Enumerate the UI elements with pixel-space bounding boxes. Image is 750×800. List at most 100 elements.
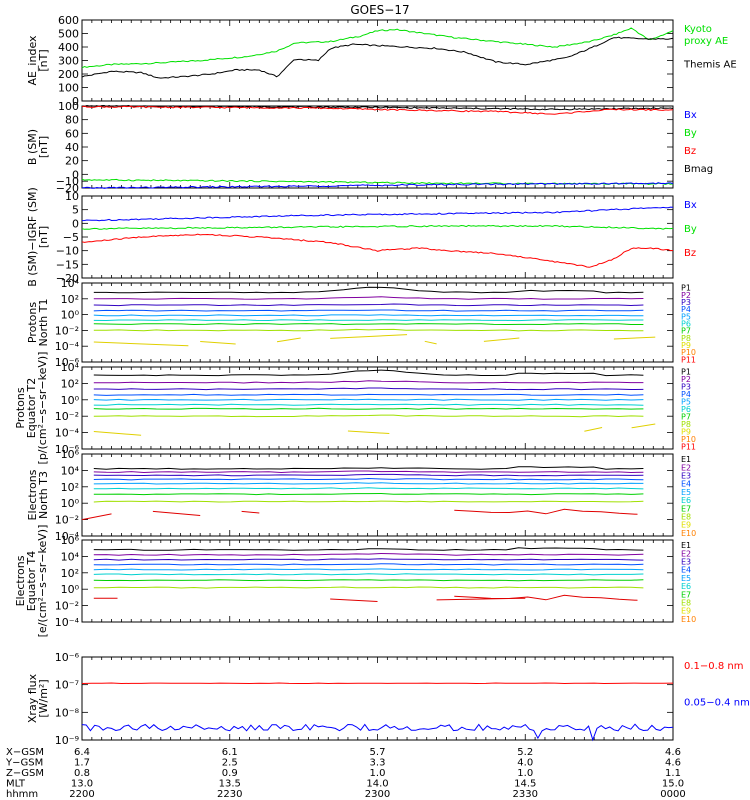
figure-title: GOES−17 <box>350 3 409 17</box>
flux-segment <box>152 510 201 516</box>
flux-line <box>93 563 644 566</box>
y-tick-label: 10⁻⁴ <box>55 616 80 629</box>
ephemeris-value: 6.1 <box>222 747 238 758</box>
series-group <box>81 206 674 268</box>
flux-line <box>93 477 644 481</box>
y-tick-label: 400 <box>58 41 79 54</box>
y-tick-label: 10⁻⁴ <box>55 530 80 543</box>
flux-segment <box>93 341 189 347</box>
flux-segment <box>483 337 520 342</box>
series-group <box>93 547 644 602</box>
y-tick-label: 10⁻⁴ <box>55 340 80 353</box>
y-tick-label: 60 <box>65 127 79 140</box>
y-tick-label: 10⁻⁷ <box>55 679 79 692</box>
y-tick-label: 10⁶ <box>61 448 80 461</box>
flux-line <box>93 309 644 312</box>
flux-segment <box>330 334 408 339</box>
legend-entry: Bx <box>684 110 697 121</box>
ephemeris-row-label: hhmm <box>6 789 38 800</box>
ephemeris-value: 1.0 <box>370 768 386 779</box>
panel-frame <box>81 656 674 741</box>
y-tick-label: 5 <box>72 204 79 217</box>
ephemeris-value: 1.7 <box>74 758 90 769</box>
y-axis-label: AE_index <box>26 35 39 86</box>
y-tick-label: 10⁰ <box>61 497 80 510</box>
flux-line <box>93 328 644 332</box>
legend-entry: P11 <box>681 355 696 364</box>
legend-entry: 0.05−0.4 nm <box>684 698 750 709</box>
y-tick-label: 10⁴ <box>61 361 80 374</box>
panel-xray: 10⁻⁶ 10⁻⁷ 10⁻⁸ 10⁻⁹ Xray flux[W/m²] 0.1−0.8 n… <box>26 651 750 747</box>
legend-entry: Bz <box>684 248 696 259</box>
ephemeris-value: 2300 <box>365 789 390 800</box>
ephemeris-row-label: MLT <box>6 779 26 790</box>
ephemeris-value: 1.1 <box>665 768 681 779</box>
legend-entry: P5 <box>681 398 691 407</box>
y-axis-label: North T1 <box>37 299 50 347</box>
y-tick-label: 10² <box>61 481 79 494</box>
panel-frame <box>81 366 674 450</box>
series-line <box>81 182 674 189</box>
ephemeris-row-label: Z−GSM <box>6 768 44 779</box>
y-axis-label: [nT] <box>37 136 50 158</box>
y-axis-label: North T3 <box>37 471 50 519</box>
ephemeris-value: 15.0 <box>662 779 684 790</box>
legend-entry: By <box>684 224 697 235</box>
flux-line <box>93 296 644 300</box>
y-tick-label: −20 <box>56 182 79 195</box>
panel-frame <box>81 282 674 363</box>
legend-entry: P1 <box>681 368 691 377</box>
flux-line <box>93 586 644 589</box>
y-tick-label: 10⁻⁶ <box>55 356 80 369</box>
legend-entry: P3 <box>681 383 691 392</box>
ephemeris-value: 13.5 <box>219 779 241 790</box>
legend-entry: P10 <box>681 348 696 357</box>
flux-line <box>93 369 644 377</box>
y-tick-label: 200 <box>58 68 79 81</box>
legend: 0.1−0.8 nm 0.05−0.4 nm <box>684 661 750 709</box>
y-tick-label: −10 <box>56 245 79 258</box>
series-line <box>81 682 674 685</box>
y-tick-label: 10⁶ <box>61 534 80 547</box>
legend-entry: E3 <box>681 472 691 481</box>
y-tick-label: 10⁻² <box>55 410 79 423</box>
y-tick-label: 10⁰ <box>61 309 80 322</box>
flux-segment <box>276 337 301 343</box>
legend-entry: P4 <box>681 305 691 314</box>
flux-line <box>93 492 644 496</box>
y-tick-label: 600 <box>58 14 79 27</box>
panels: 0100200300400500600AE_index[nT]Kyotoprox… <box>14 14 750 747</box>
flux-line <box>93 552 644 556</box>
y-tick-label: 100 <box>58 100 79 113</box>
y-axis-label: B (SM)−IGRF (SM) <box>26 187 39 287</box>
flux-line <box>93 319 644 322</box>
legend-entry: E8 <box>681 513 691 522</box>
ephemeris-value: 3.3 <box>370 758 386 769</box>
flux-segment <box>613 336 656 340</box>
ephemeris-value: 6.4 <box>74 747 90 758</box>
legend-entry: P9 <box>681 427 691 436</box>
flux-line <box>93 398 644 401</box>
legend-entry: P1 <box>681 284 691 293</box>
legend-entry: P7 <box>681 327 691 336</box>
y-tick-label: 10² <box>61 293 79 306</box>
legend-entry: P2 <box>681 375 691 384</box>
flux-line <box>93 286 644 294</box>
y-axis-label: Electrons <box>14 555 27 606</box>
y-tick-label: 10⁻⁴ <box>55 427 80 440</box>
y-tick-label: 10⁻² <box>55 514 79 527</box>
flux-line <box>93 403 644 406</box>
ephemeris-value: 4.6 <box>665 747 681 758</box>
y-axis-label: [nT] <box>37 49 50 71</box>
legend-entry: P7 <box>681 412 691 421</box>
series-group <box>93 286 656 347</box>
flux-segment <box>424 340 437 345</box>
ephemeris-value: 4.6 <box>665 758 681 769</box>
y-tick-label: −20 <box>56 272 79 285</box>
series-group <box>81 466 644 521</box>
panel-frame <box>81 539 674 623</box>
